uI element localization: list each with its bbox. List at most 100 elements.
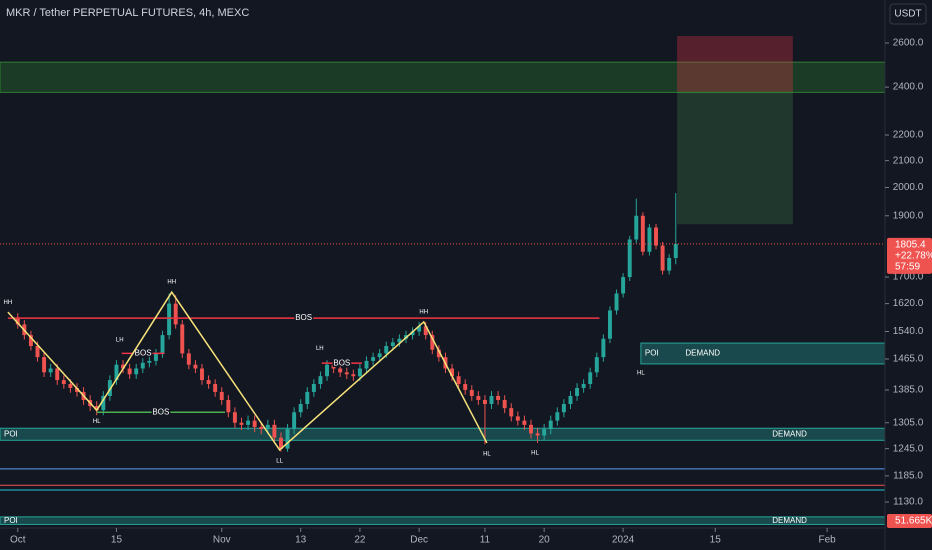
candle-body [654,227,658,246]
candle-body [555,412,560,421]
candle-body [647,227,652,252]
zone-label: POI [645,349,659,358]
zone-label: DEMAND [685,349,720,358]
currency-label[interactable]: USDT [894,9,921,20]
candle-body [325,364,329,377]
candle-body [397,338,402,343]
swing-label: HH [419,310,428,316]
candle-body [101,395,106,411]
candle-body [430,335,435,350]
candle-body [55,368,60,381]
candle-body [186,353,191,365]
candle-body [607,310,612,339]
bos-label: BOS [152,407,169,416]
candle-body [377,353,382,358]
candle-body [200,368,204,381]
candle-body [581,384,586,388]
x-tick-label: 2024 [612,535,635,546]
candle-body [351,374,356,377]
candle-body [180,324,185,354]
position-stop [677,36,793,92]
y-tick-label: 1620.0 [893,298,924,309]
y-tick-label: 2100.0 [893,155,924,166]
candle-body [529,424,533,434]
x-tick-label: 20 [539,535,551,546]
y-tick-label: 2000.0 [893,182,924,193]
candle-body [134,368,139,375]
candle-body [640,215,645,252]
candle-body [482,399,487,405]
candle-body [673,243,678,258]
zone [640,342,885,365]
candle-body [384,346,389,354]
x-tick-label: Dec [410,535,428,546]
candle-body [410,331,415,336]
x-tick-label: 13 [295,535,307,546]
candle-body [660,245,665,271]
candle-body [548,420,553,430]
candle-body [390,342,395,347]
swing-label: HL [531,451,539,457]
candle-body [226,399,231,413]
currency-button[interactable] [889,3,927,25]
y-tick-label: 1185.0 [893,471,923,482]
candle-body [515,416,520,421]
volume-label: 51.665K [895,516,932,527]
y-tick-label: 2200.0 [893,130,924,141]
candle-body [167,303,172,336]
y-tick-label: 1245.0 [893,443,924,454]
candle-body [259,426,264,430]
candle-body [127,368,132,375]
volume-box [887,514,932,528]
swing-label: HL [637,371,645,377]
zone-label: POI [4,429,18,438]
candle-body [193,364,198,369]
candle-body [246,420,251,425]
last-price-label: 1805.4 [895,240,926,251]
candle-body [594,357,599,373]
candle-body [61,380,66,385]
candle-body [542,429,547,436]
position-target [677,91,793,225]
candle-body [614,293,619,311]
swing-label: LL [276,459,283,465]
swing-label: HH [4,300,13,306]
x-tick-label: 11 [480,535,491,546]
candle-body [298,404,303,413]
candle-body [232,412,237,423]
zone [0,61,885,93]
zone-label: DEMAND [772,516,807,525]
candle-body [252,420,257,427]
candle-body [114,364,119,381]
candle-body [338,368,343,373]
candle-body [278,437,283,449]
candle-body [469,389,474,396]
last-price-box [887,237,932,274]
candle-body [476,395,481,400]
candle-body [28,335,33,347]
candle-body [496,395,501,400]
candle-body [634,215,639,240]
candle-body [121,364,126,369]
candle-body [450,368,455,377]
candle-body [568,395,573,405]
x-tick-label: 15 [111,535,123,546]
candle-body [575,387,580,396]
y-tick-label: 1700.0 [893,272,924,283]
candle-body [35,346,40,358]
candle-body [436,349,441,358]
candle-body [561,404,566,413]
zone [0,516,885,525]
x-tick-label: 15 [710,535,722,546]
candle-body [153,353,158,361]
candle-body [140,362,145,369]
zone-label: POI [4,516,18,525]
swing-label: LH [116,338,124,344]
candle-body [285,429,290,449]
candle-body [371,357,376,361]
x-tick-label: Nov [213,535,231,546]
plot-area: POI DEMAND POI DEMAND POI DEMAND BOS BOS BOS BOS H… [0,36,885,525]
candle-body [213,384,218,392]
change-label: +22.78% [895,251,932,262]
